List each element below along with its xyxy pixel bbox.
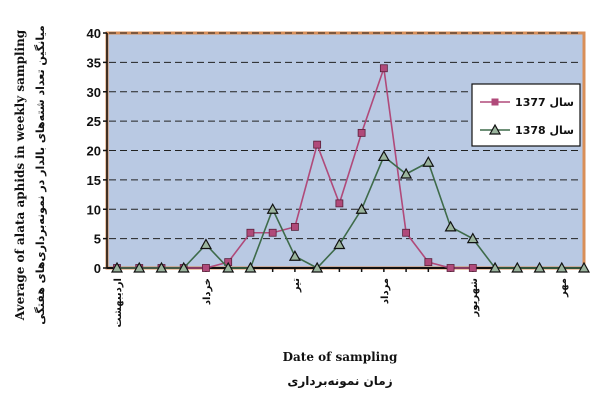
data-point <box>424 258 433 267</box>
data-point <box>379 64 388 73</box>
data-point <box>446 264 455 272</box>
data-point <box>311 261 324 273</box>
data-point <box>444 220 457 232</box>
data-point <box>291 222 299 231</box>
data-point <box>533 261 546 273</box>
data-point <box>357 128 366 137</box>
data-point <box>355 203 368 214</box>
legend-marker-2 <box>488 123 502 135</box>
data-point <box>133 261 146 273</box>
data-point <box>555 261 568 273</box>
data-point <box>268 228 277 237</box>
y-tick-label-15: 15 <box>87 173 101 188</box>
data-point <box>222 261 235 273</box>
y-tick-label-35: 35 <box>87 55 101 70</box>
y-tick-label-10: 10 <box>87 202 101 217</box>
legend-label-1: سال 1377 <box>515 96 574 109</box>
data-point <box>266 203 279 214</box>
data-point <box>199 238 212 250</box>
series-group <box>110 64 591 273</box>
data-point <box>489 261 502 273</box>
data-point <box>466 232 479 244</box>
data-point <box>202 264 210 272</box>
y-axis-title-fa: میانگین تعداد شته‌های بالدار در نمونه‌بر… <box>34 25 47 324</box>
y-tick-label-20: 20 <box>87 144 101 159</box>
x-tick-labels: اردیبهشت خرداد تیر مرداد شهریور مهر <box>113 278 569 328</box>
data-point <box>402 228 410 237</box>
x-axis-title-en: Date of sampling <box>283 350 398 364</box>
data-point <box>333 238 346 250</box>
x-tick-label: شهریور <box>469 278 480 318</box>
y-axis-title-en: Average of alata aphids in weekly sampli… <box>13 29 27 321</box>
series-line-2 <box>117 155 584 269</box>
legend-label-2: سال 1378 <box>515 124 574 137</box>
legend-marker-1 <box>491 98 499 106</box>
y-tick-label-0: 0 <box>94 261 101 276</box>
y-tick-label-5: 5 <box>94 232 101 247</box>
y-tick-label-40: 40 <box>87 26 101 41</box>
data-point <box>110 261 124 273</box>
legend-box <box>471 83 581 147</box>
data-point <box>422 156 435 167</box>
x-tick-label: تیر <box>291 278 302 293</box>
y-tick-label-25: 25 <box>87 114 101 129</box>
data-point <box>244 261 257 273</box>
x-tick-label: خرداد <box>202 278 213 305</box>
data-point <box>400 167 413 179</box>
data-point <box>313 140 322 149</box>
y-tick-label-30: 30 <box>87 85 101 100</box>
data-point <box>288 250 301 261</box>
grid-lines <box>109 32 582 240</box>
data-point <box>377 150 390 161</box>
x-tick-label: مرداد <box>380 278 391 304</box>
x-tick-label: مهر <box>558 278 569 298</box>
x-tick-label: اردیبهشت <box>113 278 124 328</box>
data-point <box>577 261 591 273</box>
data-point <box>511 261 524 273</box>
data-point <box>335 199 344 208</box>
data-point <box>246 228 255 237</box>
data-point <box>155 261 168 273</box>
legend: سال 1377 سال 1378 <box>471 83 581 147</box>
y-tick-labels: 0 5 10 15 20 25 30 35 40 <box>87 26 101 276</box>
x-axis-title-fa: زمان نمونه‌برداری <box>287 374 392 389</box>
data-point <box>468 264 477 272</box>
data-point <box>177 261 190 273</box>
series-2 <box>110 150 591 273</box>
